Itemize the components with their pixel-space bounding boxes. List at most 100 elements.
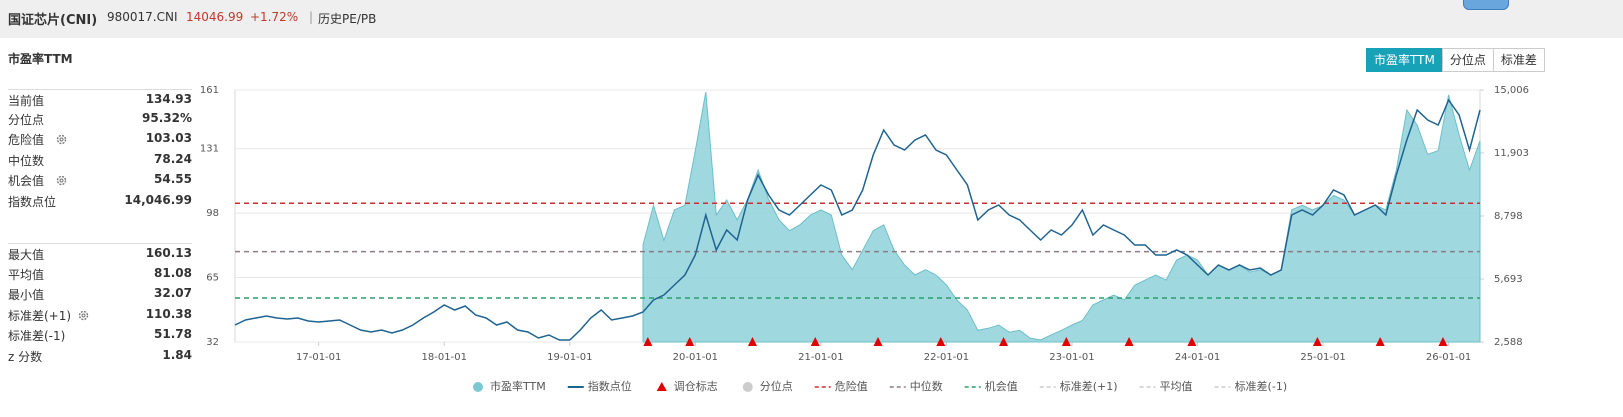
rebalance-marker <box>810 337 820 346</box>
legend-label[interactable]: 危险值 <box>835 379 868 393</box>
y2-tick-label: 2,588 <box>1494 337 1523 348</box>
tab[interactable]: 分位点 <box>1441 48 1494 72</box>
rebalance-marker <box>1061 337 1071 346</box>
tabs: 市盈率TTM 分位点 标准差 <box>1366 48 1545 72</box>
y-tick-label: 98 <box>206 208 219 219</box>
x-tick-label: 18-01-01 <box>422 352 467 363</box>
stat-value: 78.24 <box>154 152 192 166</box>
stat-row: 中位数 78.24 <box>8 152 192 170</box>
stat-label: 平均值 <box>8 268 45 282</box>
rebalance-marker <box>1187 337 1197 346</box>
legend-label[interactable]: 市盈率TTM <box>490 379 546 393</box>
plot-frame <box>234 89 1481 343</box>
stat-value: 110.38 <box>145 307 192 321</box>
separator: | <box>309 10 314 24</box>
stat-label: 危险值 <box>8 133 45 147</box>
legend-label[interactable]: 标准差(+1) <box>1060 379 1118 393</box>
pe-area <box>642 91 1481 343</box>
stat-label: 分位点 <box>8 113 45 127</box>
divider <box>8 243 192 244</box>
x-tick-label: 20-01-01 <box>673 352 718 363</box>
gear-icon[interactable] <box>78 310 89 321</box>
stat-value: 14,046.99 <box>124 193 192 207</box>
legend-icon <box>742 382 753 392</box>
legend-label[interactable]: 分位点 <box>760 379 793 393</box>
stat-row: 机会值 54.55 <box>8 172 192 190</box>
stat-row: 标准差(+1) 110.38 <box>8 307 192 325</box>
x-tick-label: 17-01-01 <box>296 352 341 363</box>
stat-row: 指数点位 14,046.99 <box>8 193 192 211</box>
tab[interactable]: 市盈率TTM <box>1366 48 1443 72</box>
gear-icon[interactable] <box>56 175 67 186</box>
stat-value: 160.13 <box>145 246 192 260</box>
stat-label: 标准差(-1) <box>8 329 66 343</box>
stat-value: 134.93 <box>145 92 192 106</box>
legend-icon <box>473 382 483 392</box>
index-name: 国证芯片(CNI) <box>8 13 98 28</box>
y-tick-label: 32 <box>206 337 219 348</box>
rebalance-marker <box>936 337 946 346</box>
x-tick-label: 23-01-01 <box>1049 352 1094 363</box>
x-tick-label: 22-01-01 <box>924 352 969 363</box>
index-price: 14046.99 <box>186 10 244 24</box>
stat-row: 当前值 134.93 <box>8 92 192 110</box>
x-tick-label: 25-01-01 <box>1300 352 1345 363</box>
y-tick-label: 161 <box>200 85 219 96</box>
stat-value: 32.07 <box>154 286 192 300</box>
rebalance-marker <box>873 337 883 346</box>
rebalance-marker <box>1124 337 1134 346</box>
y-tick-label: 131 <box>200 144 219 155</box>
y2-tick-label: 5,693 <box>1494 274 1523 285</box>
stat-label: 中位数 <box>8 154 45 168</box>
header-bar: 国证芯片(CNI) 980017.CNI 14046.99 +1.72% | 历… <box>0 0 1623 38</box>
panel-title: 市盈率TTM <box>8 52 73 66</box>
legend-label[interactable]: 机会值 <box>985 379 1018 393</box>
stat-row: 分位点 95.32% <box>8 111 192 129</box>
history-link[interactable]: 历史PE/PB <box>318 12 377 26</box>
legend-label[interactable]: 中位数 <box>910 379 943 393</box>
y2-tick-label: 8,798 <box>1494 211 1523 222</box>
rebalance-marker <box>1375 337 1385 346</box>
stat-label: 最大值 <box>8 248 45 262</box>
rebalance-marker <box>1438 337 1448 346</box>
stat-row: 标准差(-1) 51.78 <box>8 327 192 345</box>
y2-tick-label: 11,903 <box>1494 148 1529 159</box>
stat-label: 当前值 <box>8 94 45 108</box>
index-change: +1.72% <box>250 10 299 24</box>
tab[interactable]: 标准差 <box>1492 48 1545 72</box>
stat-row: 最小值 32.07 <box>8 286 192 304</box>
divider <box>8 89 192 90</box>
legend-label[interactable]: 平均值 <box>1160 380 1193 393</box>
stat-value: 95.32% <box>142 111 192 125</box>
stat-row: 平均值 81.08 <box>8 266 192 284</box>
stat-value: 51.78 <box>154 327 192 341</box>
rebalance-marker <box>999 337 1009 346</box>
stat-value: 1.84 <box>162 348 192 362</box>
index-code: 980017.CNI <box>107 10 178 24</box>
x-tick-label: 24-01-01 <box>1175 352 1220 363</box>
stat-label: 标准差(+1) <box>8 309 72 323</box>
y2-tick-label: 15,006 <box>1494 85 1529 96</box>
stat-value: 81.08 <box>154 266 192 280</box>
legend-label[interactable]: 调仓标志 <box>674 379 718 393</box>
corner-button[interactable] <box>1463 0 1509 10</box>
y-tick-label: 65 <box>206 273 219 284</box>
legend-label[interactable]: 标准差(-1) <box>1235 379 1288 393</box>
stat-row: 危险值 103.03 <box>8 131 192 149</box>
stat-label: 指数点位 <box>8 195 57 209</box>
stat-value: 103.03 <box>145 131 192 145</box>
x-tick-label: 26-01-01 <box>1426 352 1471 363</box>
legend-label[interactable]: 指数点位 <box>588 379 632 393</box>
stat-row: z 分数 1.84 <box>8 348 192 366</box>
legend-icon <box>656 382 667 391</box>
index-line <box>234 98 1481 341</box>
rebalance-marker <box>643 337 653 346</box>
gear-icon[interactable] <box>56 134 67 145</box>
rebalance-marker <box>747 337 757 346</box>
rebalance-marker <box>685 337 695 346</box>
stat-label: z 分数 <box>8 350 43 364</box>
stat-label: 机会值 <box>8 174 45 188</box>
x-tick-label: 21-01-01 <box>798 352 843 363</box>
rebalance-marker <box>1312 337 1322 346</box>
